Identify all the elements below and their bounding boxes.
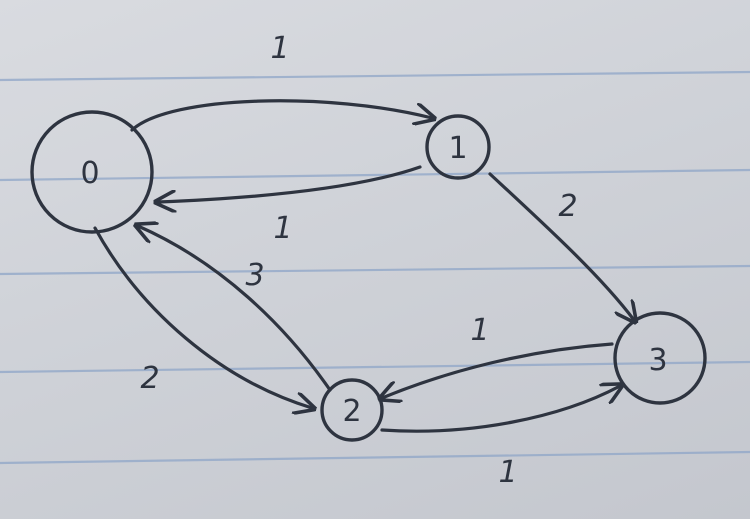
node-0-outer-ring <box>30 110 154 234</box>
node-1-circle <box>425 114 491 180</box>
node-3-circle <box>613 311 707 405</box>
node-2-circle <box>320 378 384 442</box>
edge-2-to-3 <box>380 386 620 433</box>
weight-2-to-3: 1 <box>498 455 517 490</box>
rule-line <box>0 450 750 465</box>
weight-2-to-0: 3 <box>245 258 264 293</box>
edge-weights: 1 1 2 2 3 1 1 <box>140 31 577 490</box>
rule-line <box>0 264 750 276</box>
weight-0-to-2: 2 <box>140 361 159 396</box>
node-1: 1 <box>425 114 491 180</box>
edge-2-to-0 <box>138 226 332 392</box>
weight-1-to-3: 2 <box>558 189 577 224</box>
edge-3-to-2 <box>382 342 614 398</box>
node-2-label: 2 <box>342 394 361 429</box>
node-0-label: 0 <box>80 156 99 191</box>
node-2: 2 <box>320 378 384 442</box>
edge-1-to-0 <box>158 165 422 202</box>
weight-3-to-2: 1 <box>470 313 489 348</box>
weight-1-to-0: 1 <box>273 211 292 246</box>
edge-0-to-1 <box>130 99 432 132</box>
weight-0-to-1: 1 <box>270 31 289 66</box>
node-1-label: 1 <box>448 131 467 166</box>
rule-line <box>0 168 750 182</box>
node-3: 3 <box>613 311 707 405</box>
node-3-label: 3 <box>648 343 667 378</box>
edge-1-to-3 <box>488 172 634 320</box>
edge-0-to-2 <box>93 226 312 408</box>
node-0: 0 <box>30 110 154 234</box>
edges <box>93 99 634 433</box>
rule-line <box>0 70 750 82</box>
rule-line <box>0 360 750 374</box>
ruled-lines <box>0 70 750 465</box>
